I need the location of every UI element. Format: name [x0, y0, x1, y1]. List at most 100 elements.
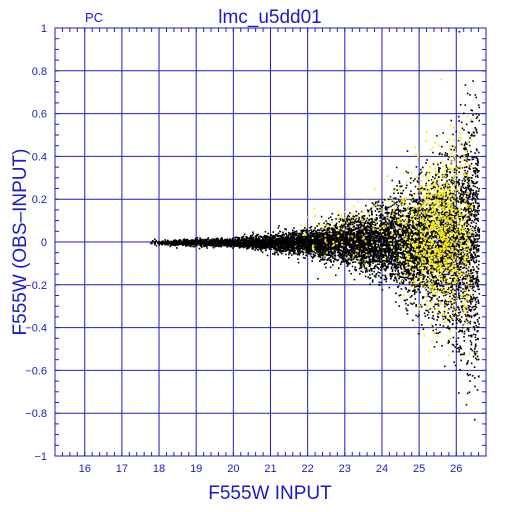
data-point	[476, 244, 479, 246]
data-point	[432, 240, 435, 243]
data-point	[447, 236, 450, 239]
data-point	[457, 243, 459, 245]
data-point	[411, 295, 413, 297]
data-point	[398, 199, 400, 201]
data-point	[416, 285, 419, 287]
data-point	[368, 231, 371, 233]
data-point	[405, 270, 407, 272]
data-point	[306, 228, 308, 231]
data-point	[327, 231, 329, 234]
data-point	[466, 231, 469, 233]
data-point	[458, 232, 460, 235]
data-point	[443, 310, 446, 313]
data-point	[463, 282, 466, 285]
data-point	[386, 230, 388, 233]
data-point	[387, 246, 390, 249]
data-point	[467, 246, 469, 249]
data-point	[349, 253, 352, 256]
data-point	[409, 213, 412, 215]
data-point	[426, 248, 429, 250]
data-point	[414, 237, 416, 240]
data-point	[459, 329, 461, 332]
data-point	[377, 227, 380, 229]
data-point	[459, 268, 462, 271]
data-point	[464, 180, 466, 183]
data-point	[472, 205, 474, 207]
data-point	[436, 319, 438, 321]
data-point	[423, 277, 425, 279]
data-point	[379, 210, 381, 213]
data-point	[418, 173, 420, 176]
data-point	[432, 318, 435, 320]
data-point	[422, 280, 425, 283]
data-point	[466, 143, 468, 145]
data-point	[473, 182, 475, 185]
data-point	[390, 276, 392, 278]
data-point	[442, 285, 445, 288]
data-point	[424, 217, 426, 219]
data-point	[396, 281, 398, 283]
data-point	[398, 248, 401, 251]
data-point	[468, 262, 471, 264]
data-point	[438, 212, 440, 215]
data-point	[463, 242, 466, 245]
data-point	[407, 245, 409, 247]
data-point	[405, 170, 408, 173]
data-point	[454, 289, 456, 292]
data-point	[454, 212, 456, 215]
data-point	[229, 245, 232, 248]
data-point	[396, 224, 399, 227]
data-point	[472, 240, 474, 243]
data-point	[371, 213, 373, 215]
data-point	[445, 191, 447, 194]
data-point	[407, 262, 409, 265]
data-point	[341, 246, 344, 248]
data-point	[403, 239, 406, 242]
data-point	[415, 265, 418, 268]
data-point	[473, 285, 475, 288]
data-point	[345, 220, 347, 223]
data-point	[326, 233, 329, 235]
data-point	[474, 200, 477, 202]
data-point	[394, 258, 396, 261]
data-point	[423, 276, 425, 278]
data-point	[476, 229, 479, 232]
data-point	[460, 198, 462, 200]
data-point	[430, 179, 433, 181]
data-point	[403, 207, 406, 210]
data-point	[405, 276, 407, 279]
data-point	[397, 233, 400, 236]
data-point	[381, 289, 384, 291]
data-point	[373, 255, 376, 257]
data-point	[339, 240, 342, 243]
data-point	[363, 222, 366, 224]
data-point	[472, 185, 475, 187]
data-point	[442, 315, 444, 318]
data-point	[376, 252, 378, 255]
data-point	[176, 247, 178, 249]
data-point	[365, 204, 367, 207]
data-point	[284, 237, 287, 240]
data-point	[391, 235, 393, 237]
data-point	[386, 207, 389, 209]
data-point	[382, 222, 385, 225]
data-point	[393, 259, 395, 261]
data-point	[459, 369, 461, 371]
data-point	[444, 237, 446, 240]
data-point	[261, 247, 263, 249]
data-point	[393, 267, 396, 269]
data-point	[365, 248, 368, 250]
data-point	[461, 190, 463, 192]
data-point	[321, 258, 324, 261]
data-point	[464, 207, 466, 210]
data-point	[382, 235, 384, 238]
data-point	[360, 251, 362, 253]
data-point	[399, 209, 402, 212]
data-point	[394, 232, 397, 235]
data-point	[436, 252, 438, 255]
data-point	[288, 242, 290, 244]
data-point	[419, 202, 421, 205]
data-point	[350, 257, 353, 260]
data-point	[367, 247, 370, 250]
data-point	[402, 280, 405, 282]
